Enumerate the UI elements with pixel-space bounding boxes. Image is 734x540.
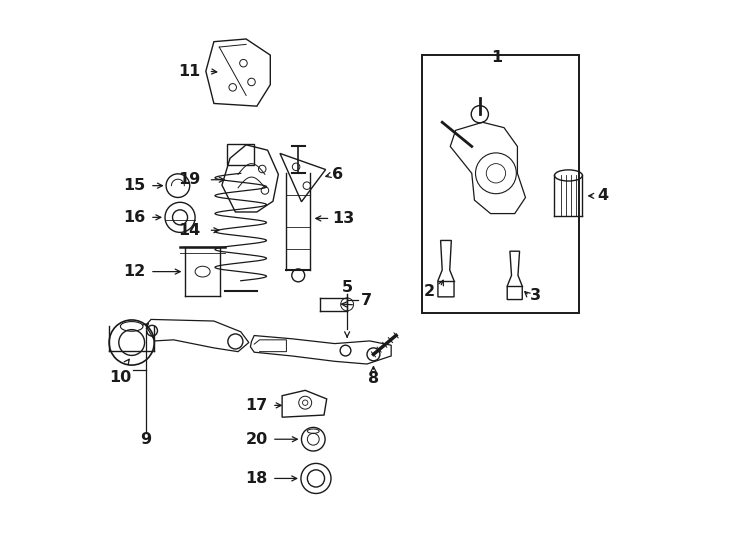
Text: 17: 17	[245, 398, 268, 413]
Text: 1: 1	[492, 50, 503, 65]
Text: 18: 18	[245, 471, 268, 486]
Text: 16: 16	[123, 210, 145, 225]
Text: 14: 14	[178, 222, 200, 238]
Text: 4: 4	[597, 188, 608, 204]
Bar	[422, 55, 579, 313]
Text: 12: 12	[123, 264, 145, 279]
Text: 9: 9	[140, 431, 151, 447]
Text: 11: 11	[178, 64, 200, 79]
Text: 13: 13	[332, 211, 355, 226]
Text: 19: 19	[178, 172, 200, 187]
Text: 3: 3	[531, 288, 542, 303]
Text: 7: 7	[360, 293, 371, 308]
Text: 5: 5	[341, 280, 352, 295]
Bar	[228, 144, 254, 165]
Text: 8: 8	[368, 371, 379, 386]
Text: 10: 10	[109, 370, 131, 385]
Text: 2: 2	[424, 284, 435, 299]
Text: 20: 20	[245, 431, 268, 447]
Text: 15: 15	[123, 178, 145, 193]
Text: 6: 6	[332, 167, 344, 183]
